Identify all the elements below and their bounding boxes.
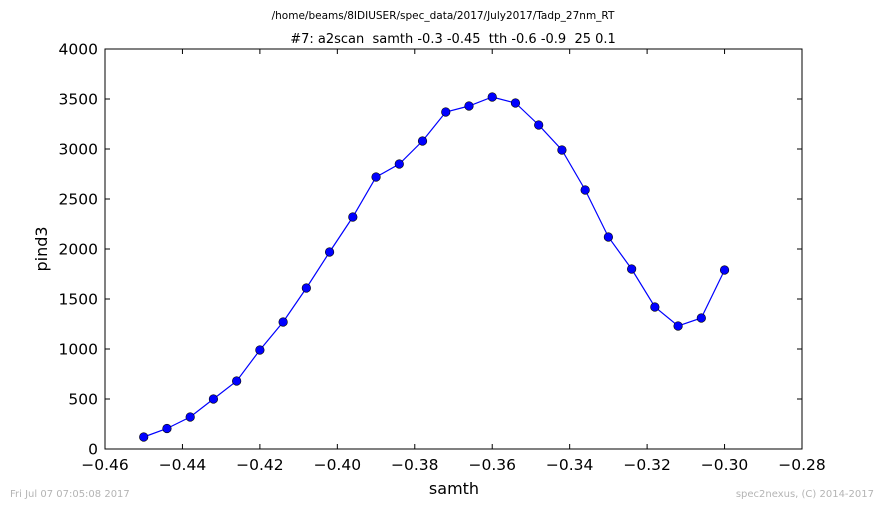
data-point: [417, 136, 428, 146]
data-point: [650, 302, 660, 312]
data-point: [162, 423, 172, 434]
data-point: [510, 98, 521, 108]
data-point: [348, 212, 358, 222]
data-point: [487, 92, 497, 102]
plot-frame: [104, 48, 803, 450]
series-points: [139, 92, 730, 442]
x-axis-label: samth: [429, 479, 479, 498]
x-tick-label: −0.30: [701, 456, 749, 474]
data-point: [139, 432, 149, 442]
chart-title: /home/beams/8IDIUSER/spec_data/2017/July…: [272, 10, 615, 22]
plot-area: [104, 48, 803, 450]
data-point: [673, 321, 683, 331]
data-point: [255, 345, 265, 355]
y-tick-label: 4000: [59, 41, 98, 59]
data-point: [696, 313, 706, 323]
x-tick-label: −0.44: [159, 456, 207, 474]
data-point: [278, 317, 288, 327]
x-tick-label: −0.40: [314, 456, 362, 474]
chart-subtitle: #7: a2scan samth -0.3 -0.45 tth -0.6 -0.…: [290, 32, 616, 47]
y-tick-label: 0: [88, 441, 98, 459]
data-line: [143, 96, 726, 438]
data-point: [324, 247, 335, 257]
x-tick-label: −0.34: [546, 456, 594, 474]
footer-credit: spec2nexus, (C) 2014-2017: [735, 489, 874, 500]
x-tick-label: −0.46: [81, 456, 129, 474]
data-point: [301, 283, 311, 293]
data-point: [719, 265, 730, 275]
y-tick-label: 1000: [59, 341, 98, 359]
data-point: [371, 172, 381, 182]
data-point: [394, 159, 404, 169]
data-point: [185, 412, 195, 422]
data-point: [208, 394, 219, 404]
data-point: [557, 145, 567, 155]
x-tick-label: −0.36: [468, 456, 516, 474]
y-axis: 0 500 1000 1500 2000 2500 3000 3500 4000: [59, 41, 802, 459]
y-tick-label: 2500: [59, 191, 98, 209]
y-tick-label: 3000: [59, 141, 98, 159]
y-tick-label: 500: [68, 391, 98, 409]
x-tick-label: −0.38: [391, 456, 439, 474]
y-tick-label: 1500: [59, 291, 98, 309]
footer-timestamp: Fri Jul 07 07:05:08 2017: [10, 489, 130, 500]
data-point: [603, 232, 613, 242]
series-line: [143, 96, 726, 438]
data-point: [627, 264, 637, 274]
x-axis: −0.46 −0.44 −0.42 −0.40 −0.38 −0.36 −0.34 −0.32…: [81, 49, 826, 474]
x-tick-label: −0.42: [236, 456, 284, 474]
y-axis-label: pind3: [32, 226, 51, 271]
x-tick-label: −0.28: [778, 456, 826, 474]
y-tick-label: 3500: [59, 91, 98, 109]
data-point: [232, 376, 242, 386]
y-tick-label: 2000: [59, 241, 98, 259]
data-point: [441, 107, 451, 117]
data-point: [580, 185, 590, 195]
data-point: [464, 101, 474, 111]
data-point: [534, 120, 544, 130]
x-tick-label: −0.32: [623, 456, 671, 474]
